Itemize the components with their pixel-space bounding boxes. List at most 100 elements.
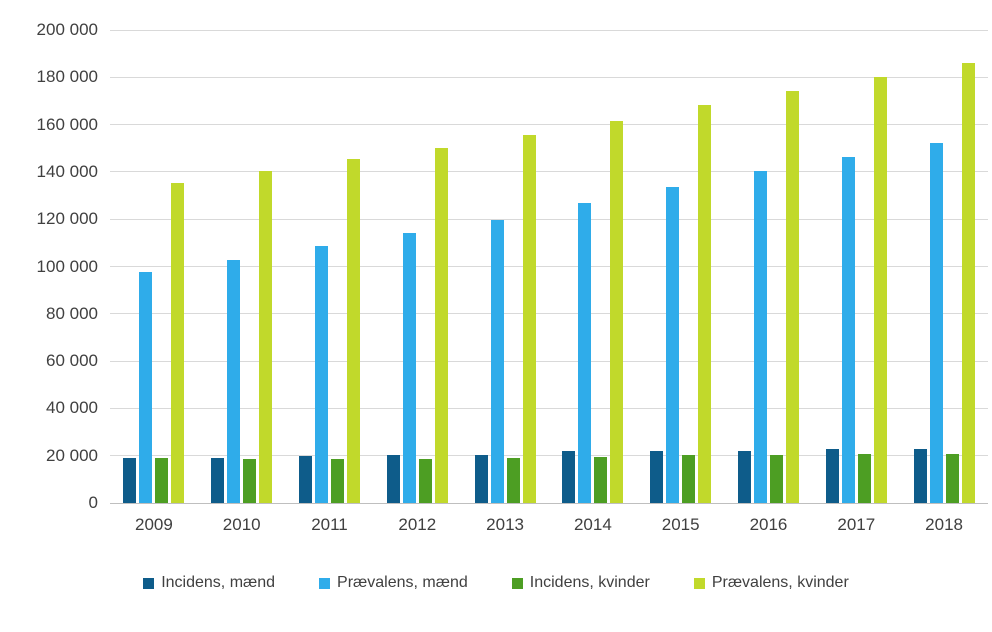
- bar-2010-incidens-mænd: [211, 458, 225, 503]
- gridline: [110, 266, 988, 267]
- x-tick-label-2013: 2013: [486, 515, 524, 534]
- bar-2017-incidens-mænd: [825, 449, 839, 503]
- bar-groups: [110, 30, 988, 503]
- bar-group-2009: [110, 30, 198, 503]
- x-axis: 2009 2010 2011 2012 2013 2014 2015 2016 2017 2018: [110, 515, 988, 535]
- bar-group-2015: [637, 30, 725, 503]
- legend-swatch-icon: [693, 577, 705, 589]
- bar-2017-incidens-kvinder: [857, 454, 871, 503]
- y-axis: 0 20 000 40 000 60 000 80 000 100 000 120 000 1…: [0, 20, 98, 512]
- bar-group-2010: [198, 30, 286, 503]
- x-tick-label-2012: 2012: [398, 515, 437, 534]
- bar-2012-incidens-mænd: [386, 455, 400, 503]
- bar-2011-prævalens-kvinder: [346, 159, 360, 503]
- legend-item-incidens-kvinder: Incidens, kvinder: [511, 574, 650, 592]
- bar-2017-prævalens-mænd: [841, 156, 855, 503]
- y-tick-label: 40 000: [46, 398, 98, 418]
- bar-2012-prævalens-mænd: [402, 233, 416, 503]
- x-tick-label-2018: 2018: [925, 515, 963, 534]
- gridline: [110, 76, 988, 78]
- x-tick-label-2009: 2009: [134, 515, 173, 534]
- x-tick-label-2017: 2017: [837, 515, 876, 534]
- bar-2018-prævalens-mænd: [929, 143, 943, 503]
- bar-2015-prævalens-kvinder: [698, 105, 712, 503]
- bar-2018-prævalens-kvinder: [961, 62, 975, 503]
- bar-2015-prævalens-mænd: [666, 187, 680, 503]
- bar-2016-prævalens-mænd: [753, 170, 767, 503]
- gridline: [110, 124, 988, 126]
- y-tick-label: 160 000: [36, 114, 98, 134]
- bar-2015-incidens-mænd: [650, 451, 664, 503]
- legend-swatch-icon: [511, 577, 523, 589]
- bar-2016-incidens-kvinder: [769, 455, 783, 503]
- bar-2010-incidens-kvinder: [243, 459, 257, 503]
- legend-swatch-icon: [319, 577, 331, 589]
- legend-item-prævalens-mænd: Prævalens, mænd: [319, 574, 468, 592]
- legend-label: Prævalens, mænd: [337, 574, 468, 591]
- bar-2013-prævalens-kvinder: [522, 134, 536, 503]
- bar-2014-incidens-mænd: [562, 450, 576, 503]
- bar-2013-prævalens-mænd: [490, 219, 504, 503]
- bar-group-2016: [725, 30, 813, 503]
- bar-group-2012: [373, 30, 461, 503]
- x-axis-line: [110, 502, 988, 504]
- bar-2014-prævalens-mænd: [578, 202, 592, 503]
- legend-label: Incidens, kvinder: [529, 574, 650, 591]
- bar-2018-incidens-mænd: [913, 449, 927, 503]
- bar-2016-incidens-mænd: [737, 450, 751, 503]
- bar-2012-incidens-kvinder: [418, 458, 432, 503]
- gridline: [110, 29, 988, 31]
- y-tick-label: 200 000: [36, 20, 98, 39]
- bar-group-2014: [549, 30, 637, 503]
- x-tick-label-2010: 2010: [222, 515, 261, 534]
- gridline: [110, 360, 988, 362]
- bar-2009-incidens-kvinder: [155, 458, 169, 503]
- bar-2013-incidens-mænd: [474, 455, 488, 503]
- bar-group-2011: [286, 30, 374, 503]
- gridline: [110, 455, 988, 457]
- bar-2016-prævalens-kvinder: [785, 91, 799, 503]
- legend-item-prævalens-kvinder: Prævalens, kvinder: [693, 574, 849, 592]
- gridline: [110, 313, 988, 315]
- bar-2017-prævalens-kvinder: [873, 76, 887, 503]
- y-tick-label: 120 000: [36, 209, 98, 229]
- bar-2012-prævalens-kvinder: [434, 147, 448, 503]
- x-tick-label-2014: 2014: [573, 515, 612, 534]
- legend-label: Incidens, mænd: [161, 574, 276, 591]
- plot-area: [110, 29, 988, 504]
- gridline: [110, 218, 988, 220]
- x-tick-label-2016: 2016: [749, 515, 788, 534]
- bar-2011-incidens-kvinder: [330, 458, 344, 503]
- bar-group-2017: [812, 30, 900, 503]
- bar-2011-incidens-mænd: [298, 456, 312, 503]
- bar-2013-incidens-kvinder: [506, 458, 520, 503]
- bar-2014-incidens-kvinder: [594, 456, 608, 503]
- gridline: [110, 171, 988, 173]
- legend-item-incidens-mænd: Incidens, mænd: [143, 574, 275, 592]
- legend-swatch-icon: [143, 577, 155, 589]
- x-tick-label-2015: 2015: [661, 515, 700, 534]
- bar-2014-prævalens-kvinder: [610, 120, 624, 503]
- legend-label: Prævalens, kvinder: [711, 574, 849, 591]
- y-tick-label: 0: [88, 493, 98, 512]
- bar-2010-prævalens-kvinder: [259, 170, 273, 503]
- bar-2015-incidens-kvinder: [682, 455, 696, 503]
- y-tick-label: 100 000: [36, 256, 98, 276]
- bar-group-2018: [900, 30, 988, 503]
- y-tick-label: 20 000: [46, 445, 98, 465]
- bar-2010-prævalens-mænd: [227, 260, 241, 503]
- y-tick-label: 80 000: [46, 303, 98, 323]
- bar-2009-prævalens-mænd: [139, 272, 153, 503]
- bar-2018-incidens-kvinder: [945, 453, 959, 503]
- gridline: [110, 407, 988, 409]
- bar-2011-prævalens-mænd: [314, 246, 328, 503]
- bar-2009-prævalens-kvinder: [171, 182, 185, 503]
- legend: Incidens, mænd Prævalens, mænd Incidens, k…: [0, 574, 992, 592]
- bar-2009-incidens-mænd: [123, 458, 137, 503]
- y-tick-label: 180 000: [36, 67, 98, 87]
- bar-group-2013: [461, 30, 549, 503]
- y-tick-label: 140 000: [36, 161, 98, 181]
- y-tick-label: 60 000: [46, 351, 98, 371]
- x-tick-label-2011: 2011: [311, 515, 348, 534]
